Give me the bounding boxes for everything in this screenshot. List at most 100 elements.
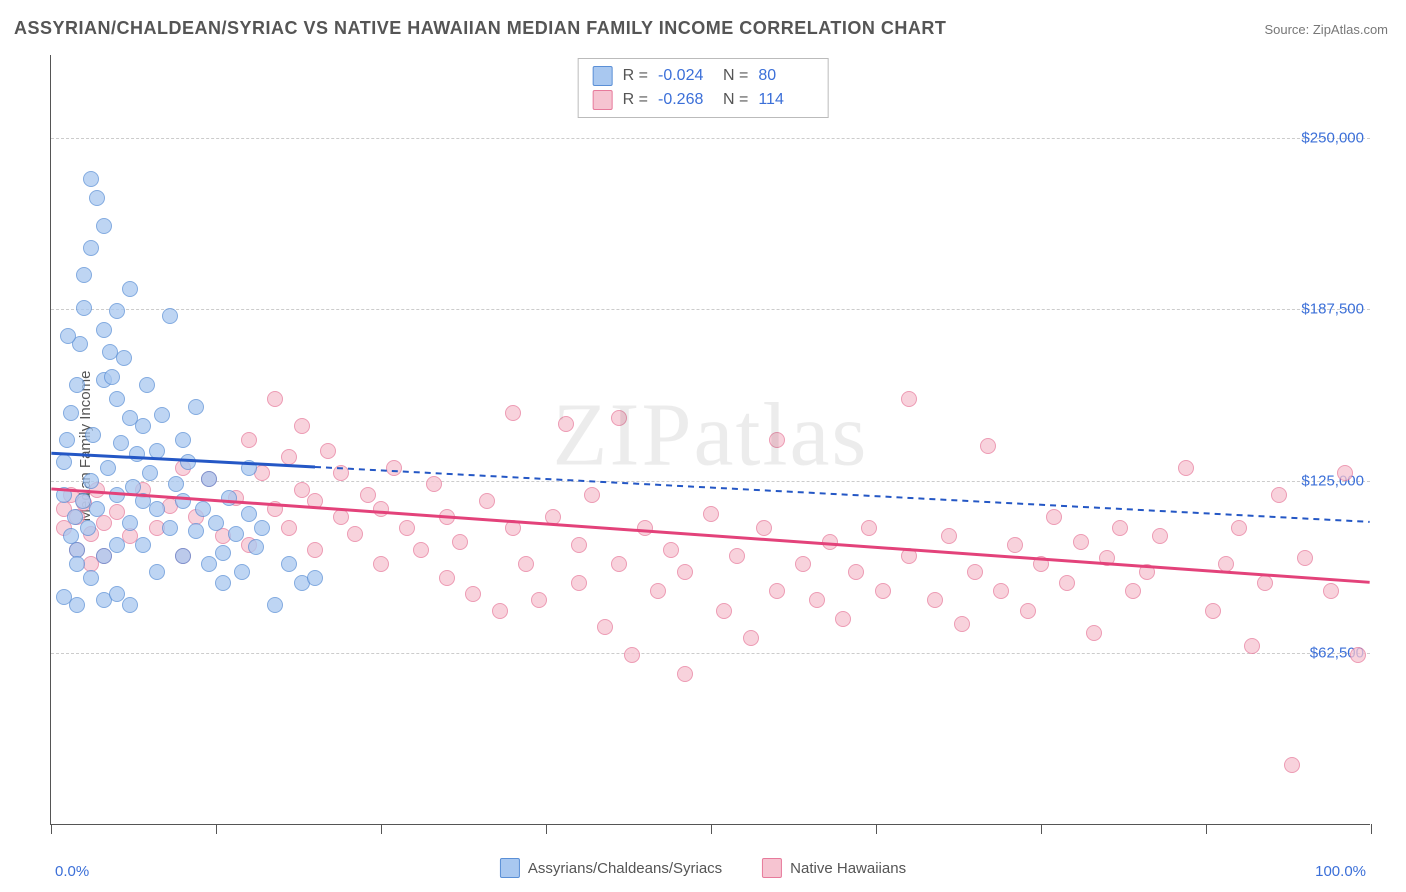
- data-point-a: [215, 575, 231, 591]
- data-point-b: [650, 583, 666, 599]
- swatch-b-icon: [593, 90, 613, 110]
- data-point-b: [743, 630, 759, 646]
- data-point-b: [426, 476, 442, 492]
- data-point-b: [1297, 550, 1313, 566]
- data-point-a: [267, 597, 283, 613]
- data-point-a: [89, 190, 105, 206]
- gridline-h: [51, 653, 1370, 654]
- data-point-b: [465, 586, 481, 602]
- x-axis-max-label: 100.0%: [1315, 863, 1366, 880]
- data-point-b: [597, 619, 613, 635]
- data-point-a: [188, 523, 204, 539]
- data-point-a: [175, 493, 191, 509]
- x-tick: [876, 824, 877, 834]
- corr-n-b: 114: [758, 88, 813, 112]
- data-point-b: [294, 418, 310, 434]
- data-point-a: [60, 328, 76, 344]
- data-point-a: [96, 322, 112, 338]
- data-point-a: [208, 515, 224, 531]
- data-point-b: [360, 487, 376, 503]
- data-point-b: [954, 616, 970, 632]
- data-point-a: [142, 465, 158, 481]
- x-axis-min-label: 0.0%: [55, 863, 89, 880]
- data-point-b: [241, 432, 257, 448]
- x-tick: [546, 824, 547, 834]
- data-point-b: [1323, 583, 1339, 599]
- data-point-a: [201, 556, 217, 572]
- data-point-b: [439, 570, 455, 586]
- data-point-a: [69, 377, 85, 393]
- data-point-b: [545, 509, 561, 525]
- data-point-b: [1284, 757, 1300, 773]
- source-label: Source: ZipAtlas.com: [1264, 22, 1388, 37]
- data-point-a: [149, 501, 165, 517]
- data-point-b: [1033, 556, 1049, 572]
- x-tick: [1041, 824, 1042, 834]
- data-point-a: [188, 399, 204, 415]
- data-point-b: [624, 647, 640, 663]
- data-point-a: [221, 490, 237, 506]
- data-point-b: [795, 556, 811, 572]
- data-point-a: [80, 520, 96, 536]
- data-point-b: [835, 611, 851, 627]
- data-point-b: [1178, 460, 1194, 476]
- data-point-a: [116, 350, 132, 366]
- swatch-b-icon: [762, 858, 782, 878]
- data-point-b: [333, 509, 349, 525]
- data-point-b: [1073, 534, 1089, 550]
- data-point-b: [584, 487, 600, 503]
- data-point-a: [125, 479, 141, 495]
- data-point-b: [479, 493, 495, 509]
- data-point-b: [769, 583, 785, 599]
- swatch-a-icon: [500, 858, 520, 878]
- data-point-a: [162, 520, 178, 536]
- data-point-b: [518, 556, 534, 572]
- data-point-a: [162, 308, 178, 324]
- data-point-b: [1271, 487, 1287, 503]
- data-point-b: [320, 443, 336, 459]
- data-point-b: [267, 501, 283, 517]
- x-tick: [381, 824, 382, 834]
- data-point-a: [109, 537, 125, 553]
- data-point-a: [281, 556, 297, 572]
- x-tick: [1371, 824, 1372, 834]
- legend-label-a: Assyrians/Chaldeans/Syriacs: [528, 860, 722, 877]
- data-point-b: [452, 534, 468, 550]
- gridline-h: [51, 309, 1370, 310]
- data-point-a: [139, 377, 155, 393]
- data-point-a: [76, 300, 92, 316]
- data-point-b: [1007, 537, 1023, 553]
- data-point-b: [1231, 520, 1247, 536]
- data-point-a: [56, 487, 72, 503]
- data-point-b: [875, 583, 891, 599]
- data-point-b: [531, 592, 547, 608]
- data-point-a: [149, 443, 165, 459]
- data-point-a: [122, 597, 138, 613]
- legend-item-b: Native Hawaiians: [762, 858, 906, 878]
- data-point-a: [122, 281, 138, 297]
- data-point-a: [83, 473, 99, 489]
- watermark-text: ZIPatlas: [553, 383, 869, 486]
- data-point-b: [373, 556, 389, 572]
- corr-row-b: R =-0.268 N =114: [593, 88, 814, 112]
- data-point-b: [861, 520, 877, 536]
- corr-n-a: 80: [758, 64, 813, 88]
- corr-row-a: R =-0.024 N =80: [593, 64, 814, 88]
- y-tick-label: $187,500: [1301, 301, 1364, 318]
- data-point-a: [109, 391, 125, 407]
- data-point-b: [980, 438, 996, 454]
- data-point-a: [83, 240, 99, 256]
- correlation-legend: R =-0.024 N =80 R =-0.268 N =114: [578, 58, 829, 118]
- data-point-b: [307, 493, 323, 509]
- data-point-a: [85, 427, 101, 443]
- data-point-b: [703, 506, 719, 522]
- data-point-a: [241, 460, 257, 476]
- data-point-b: [1139, 564, 1155, 580]
- data-point-b: [413, 542, 429, 558]
- data-point-b: [677, 564, 693, 580]
- data-point-b: [505, 520, 521, 536]
- x-tick: [216, 824, 217, 834]
- data-point-a: [175, 548, 191, 564]
- data-point-a: [56, 454, 72, 470]
- chart-container: ASSYRIAN/CHALDEAN/SYRIAC VS NATIVE HAWAI…: [0, 0, 1406, 892]
